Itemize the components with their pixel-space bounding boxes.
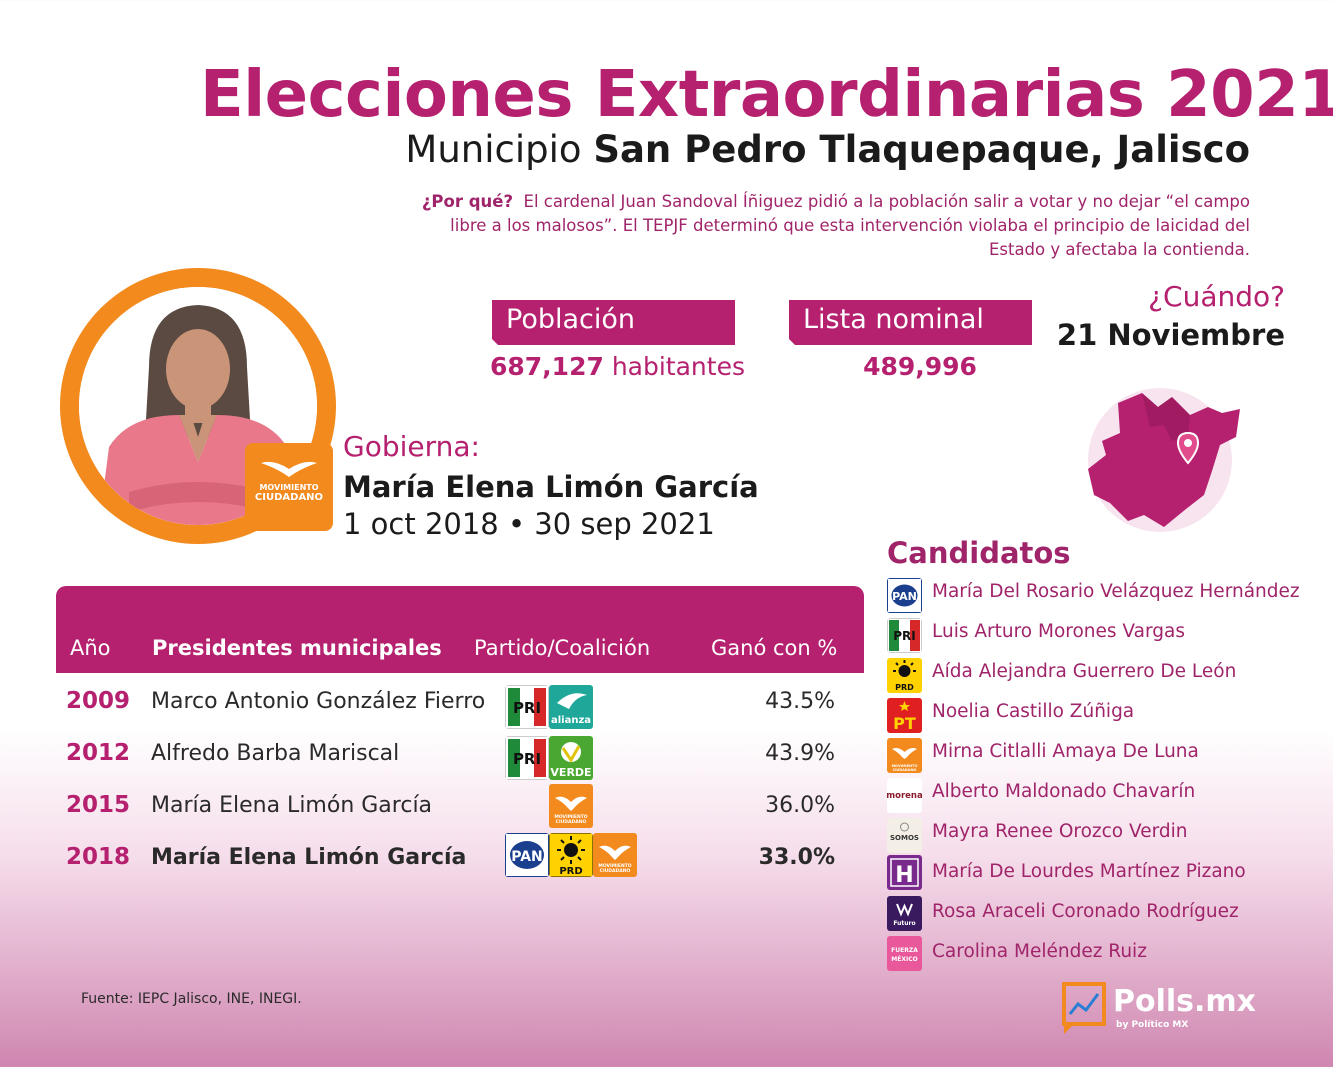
svg-text:alianza: alianza xyxy=(551,715,591,726)
svg-text:MOVIMIENTO: MOVIMIENTO xyxy=(892,764,918,768)
svg-text:FUERZA: FUERZA xyxy=(891,947,918,954)
somos-logo: SOMOS xyxy=(887,818,922,853)
row-president: Alfredo Barba Mariscal xyxy=(151,741,400,766)
pri-logo: PRI xyxy=(887,618,922,653)
badge-line2: CIUDADANO xyxy=(254,492,324,503)
poblacion-number: 687,127 xyxy=(490,352,604,381)
party-badge-mc: MOVIMIENTO CIUDADANO xyxy=(245,443,333,531)
futuro-logo: Futuro xyxy=(887,896,922,931)
page-subtitle: Municipio San Pedro Tlaquepaque, Jalisco xyxy=(200,128,1250,171)
pri-logo: PRI xyxy=(505,736,549,780)
row-president: María Elena Limón García xyxy=(151,793,433,818)
row-year: 2009 xyxy=(66,688,131,714)
candidate-name: Luis Arturo Morones Vargas xyxy=(932,621,1185,642)
candidate-name: Carolina Meléndez Ruiz xyxy=(932,941,1147,962)
row-president: María Elena Limón García xyxy=(151,845,467,870)
subtitle-prefix: Municipio xyxy=(405,128,594,171)
row-pct: 43.9% xyxy=(765,741,835,766)
svg-text:PRD: PRD xyxy=(559,866,582,877)
eagle-icon xyxy=(261,461,317,477)
candidate-name: Alberto Maldonado Chavarín xyxy=(932,781,1196,802)
svg-text:MOVIMIENTO: MOVIMIENTO xyxy=(598,863,631,869)
poblacion-value: 687,127 habitantes xyxy=(490,352,745,381)
governor-label: Gobierna: xyxy=(343,430,480,463)
source-note: Fuente: IEPC Jalisco, INE, INEGI. xyxy=(81,991,302,1007)
row-president: Marco Antonio González Fierro xyxy=(151,689,486,714)
svg-text:VERDE: VERDE xyxy=(550,766,591,779)
svg-text:PAN: PAN xyxy=(892,590,917,603)
svg-text:CIUDADANO: CIUDADANO xyxy=(600,868,631,874)
svg-text:H: H xyxy=(895,863,913,888)
svg-text:PRI: PRI xyxy=(893,629,916,643)
verde-logo: VERDE xyxy=(549,736,593,780)
candidate-name: Rosa Araceli Coronado Rodríguez xyxy=(932,901,1239,922)
pan-logo: PAN xyxy=(887,578,922,613)
prd-logo: PRD xyxy=(549,833,593,877)
candidate-name: María De Lourdes Martínez Pizano xyxy=(932,861,1246,882)
candidate-name: Noelia Castillo Zúñiga xyxy=(932,701,1135,722)
svg-text:SOMOS: SOMOS xyxy=(890,834,919,842)
candidate-name: Mayra Renee Orozco Verdin xyxy=(932,821,1188,842)
candidate-name: Aída Alejandra Guerrero De León xyxy=(932,661,1237,682)
when-label: ¿Cuándo? xyxy=(1148,280,1285,313)
table-header-bar xyxy=(56,586,864,673)
lista-nominal-value: 489,996 xyxy=(863,352,977,381)
morena-logo: morena xyxy=(887,778,922,813)
svg-text:MÉXICO: MÉXICO xyxy=(891,955,917,963)
brand-name: Polls.mx xyxy=(1113,984,1257,1019)
badge-line1: MOVIMIENTO xyxy=(259,483,319,492)
jalisco-shape xyxy=(1088,393,1240,527)
candidates-title: Candidatos xyxy=(887,536,1071,570)
svg-text:PT: PT xyxy=(893,714,916,733)
svg-text:PRI: PRI xyxy=(513,750,541,768)
candidate-name: Mirna Citlalli Amaya De Luna xyxy=(932,741,1199,762)
row-pct: 33.0% xyxy=(758,845,835,870)
col-header-year: Año xyxy=(70,636,111,660)
candidate-name: María Del Rosario Velázquez Hernández xyxy=(932,581,1300,602)
pan-logo: PAN xyxy=(505,833,549,877)
poblacion-unit: habitantes xyxy=(611,352,745,381)
row-year: 2015 xyxy=(66,792,131,818)
mc-logo: MOVIMIENTO CIUDADANO xyxy=(549,784,593,828)
pri-logo: PRI xyxy=(505,685,549,729)
svg-text:CIUDADANO: CIUDADANO xyxy=(556,819,587,825)
row-pct: 36.0% xyxy=(765,793,835,818)
why-paragraph: ¿Por qué? El cardenal Juan Sandoval Íñig… xyxy=(420,190,1250,262)
mc-logo: MOVIMIENTO CIUDADANO xyxy=(887,738,922,773)
page-title: Elecciones Extraordinarias 2021 xyxy=(200,58,1333,132)
pt-logo: PT xyxy=(887,698,922,733)
col-header-party: Partido/Coalición xyxy=(474,636,651,660)
polls-logo-icon xyxy=(1062,980,1108,1036)
poblacion-label: Población xyxy=(492,300,735,345)
governor-photo xyxy=(79,287,317,525)
svg-text:PAN: PAN xyxy=(511,849,543,865)
svg-text:CIUDADANO: CIUDADANO xyxy=(893,768,917,772)
row-year: 2018 xyxy=(66,844,131,870)
mc-logo: MOVIMIENTO CIUDADANO xyxy=(593,833,637,877)
alianza-logo: alianza xyxy=(549,685,593,729)
svg-text:morena: morena xyxy=(887,791,922,801)
why-text: El cardenal Juan Sandoval Íñiguez pidió … xyxy=(450,192,1250,259)
fxm-logo: FUERZA MÉXICO xyxy=(887,936,922,971)
svg-text:Futuro: Futuro xyxy=(893,920,915,927)
governor-period: 1 oct 2018 • 30 sep 2021 xyxy=(343,507,715,541)
jalisco-map xyxy=(1080,385,1250,535)
col-header-pct: Ganó con % xyxy=(711,636,838,660)
governor-name: María Elena Limón García xyxy=(343,470,759,504)
lista-nominal-label: Lista nominal xyxy=(789,300,1032,345)
svg-text:PRD: PRD xyxy=(895,683,914,692)
location-pin-icon xyxy=(1176,431,1200,465)
subtitle-place: San Pedro Tlaquepaque, Jalisco xyxy=(593,128,1250,171)
row-year: 2012 xyxy=(66,740,131,766)
election-date: 21 Noviembre xyxy=(1056,318,1285,352)
prd-logo: PRD xyxy=(887,658,922,693)
brand-sub: by Político MX xyxy=(1116,1020,1189,1030)
hagamos-logo: H xyxy=(887,855,922,890)
why-label: ¿Por qué? xyxy=(421,192,514,211)
col-header-presidents: Presidentes municipales xyxy=(152,636,442,660)
svg-text:MOVIMIENTO: MOVIMIENTO xyxy=(554,814,587,820)
svg-text:PRI: PRI xyxy=(513,699,541,717)
row-pct: 43.5% xyxy=(765,689,835,714)
